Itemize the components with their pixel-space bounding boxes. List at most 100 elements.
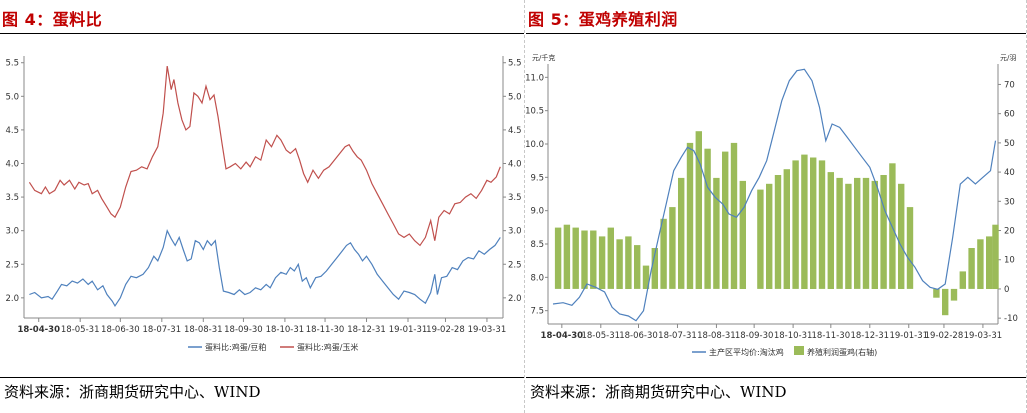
y2-tick-label: -10 <box>1004 314 1018 324</box>
x-tick-label: 18-10-31 <box>266 325 305 335</box>
profit-bar <box>686 142 694 289</box>
profit-bar <box>598 236 606 289</box>
legend-label-1: 蛋料比:鸡蛋/豆粕 <box>205 342 266 352</box>
profit-bar <box>959 271 966 289</box>
egg-feed-ratio-chart: 2.0 2.5 3.0 3.5 4.0 4.5 5.0 5.5 2.0 2.5 3.0 3.5 4.0 4… <box>5 56 522 352</box>
profit-bar <box>968 248 975 289</box>
profit-bar <box>942 288 949 316</box>
profit-bar <box>845 183 852 289</box>
x-tick-label: 18-04-30 <box>541 331 584 341</box>
profit-bar <box>757 189 764 289</box>
profit-bar <box>810 157 817 289</box>
profit-bar <box>642 265 650 289</box>
profit-bar <box>554 227 562 289</box>
profit-bar <box>774 175 782 289</box>
y2-tick-label: 3.5 <box>508 193 522 203</box>
y2-tick-label: 20 <box>1004 227 1015 237</box>
y-tick-label: 10.5 <box>526 107 544 117</box>
left-panel: 图 4：蛋料比 2.0 2.5 3.0 3.5 4.0 4.5 5.0 5.5 2.0 2.5 3.… <box>0 0 525 413</box>
y2-tick-label: 0 <box>1004 285 1009 295</box>
x-tick-label: 18-11-30 <box>812 331 851 341</box>
profit-bar <box>792 160 799 289</box>
x-tick-label: 19-03-31 <box>468 325 507 335</box>
legend-swatch-profit <box>794 346 804 355</box>
legend-label-price: 主产区平均价:淘汰鸡 <box>709 347 784 357</box>
right-unit-label: 元/羽 <box>1000 54 1016 62</box>
profit-bar <box>581 230 588 289</box>
profit-bar <box>616 239 623 289</box>
profit-bar <box>722 151 729 289</box>
y-tick-label: 5.0 <box>5 92 19 102</box>
y-tick-label: 9.5 <box>530 173 544 183</box>
layer-profit-chart: 元/千克 元/羽 7.5 8.0 8.5 9.0 9.5 10.0 10.5 11.0 -10 0 10… <box>526 53 1018 357</box>
x-tick-label: 19-01-31 <box>389 325 428 335</box>
y-tick-label: 8.0 <box>530 273 544 283</box>
profit-bar <box>933 288 940 298</box>
x-tick-label: 19-01-31 <box>889 331 928 341</box>
price-line <box>552 68 997 322</box>
profit-bar <box>880 175 887 289</box>
x-tick-label: 19-02-28 <box>925 331 964 341</box>
source-text: 资料来源：浙商期货研究中心、WIND <box>4 383 261 401</box>
series-line-1 <box>29 228 501 308</box>
profit-bar <box>801 154 808 289</box>
title-rule <box>0 33 524 34</box>
x-tick-label: 18-11-30 <box>306 325 345 335</box>
profit-bar <box>695 131 702 289</box>
x-tick-label: 18-08-31 <box>184 325 223 335</box>
legend-label-profit: 养殖利润蛋鸡(右轴) <box>807 347 877 357</box>
profit-bar <box>854 177 861 289</box>
y2-tick-label: 30 <box>1004 197 1015 207</box>
profit-bar <box>607 227 614 289</box>
profit-bar <box>704 148 711 289</box>
x-tick-label: 18-06-30 <box>101 325 140 335</box>
profit-bar <box>783 169 790 289</box>
x-tick-label: 18-06-30 <box>619 331 658 341</box>
y-tick-label: 8.5 <box>530 240 544 250</box>
profit-bar <box>563 224 571 289</box>
profit-bar <box>977 239 984 289</box>
y2-tick-label: 40 <box>1004 168 1015 178</box>
profit-bar <box>625 236 632 289</box>
x-tick-label: 18-12-31 <box>347 325 386 335</box>
series-line-2 <box>28 65 501 247</box>
figure-title: 图 4：蛋料比 <box>2 10 103 29</box>
y-tick-label: 5.5 <box>5 59 19 69</box>
y-tick-label: 7.5 <box>530 307 544 317</box>
profit-bar <box>739 180 746 289</box>
profit-bar <box>836 177 843 289</box>
profit-bar <box>651 248 658 289</box>
profit-bar <box>634 245 641 289</box>
y2-tick-label: 2.0 <box>508 294 522 304</box>
title-rule <box>526 33 1026 34</box>
profit-bar <box>590 230 597 289</box>
profit-bar <box>827 172 834 289</box>
profit-bar <box>906 207 914 289</box>
profit-bar <box>992 224 999 289</box>
profit-bar <box>572 227 579 289</box>
y-tick-label: 4.0 <box>5 159 19 169</box>
profit-bar <box>950 288 958 301</box>
y-tick-label: 3.0 <box>5 227 19 237</box>
x-tick-label: 18-05-31 <box>581 331 620 341</box>
profit-bar <box>766 183 773 289</box>
profit-bar <box>713 177 720 289</box>
x-tick-label: 18-04-30 <box>17 325 60 335</box>
profit-bar <box>862 177 870 289</box>
y-tick-label: 10.0 <box>526 140 544 150</box>
left-unit-label: 元/千克 <box>532 53 555 62</box>
y2-tick-label: 70 <box>1004 80 1015 90</box>
y2-tick-label: 50 <box>1004 139 1015 149</box>
y2-tick-label: 5.0 <box>508 92 522 102</box>
source-rule <box>526 377 1026 378</box>
x-tick-label: 18-12-31 <box>850 331 889 341</box>
x-tick-label: 18-10-31 <box>774 331 813 341</box>
profit-bar <box>660 218 667 289</box>
profit-bar <box>678 177 685 289</box>
x-tick-label: 18-08-31 <box>697 331 736 341</box>
profit-bar <box>871 180 878 289</box>
y2-tick-label: 3.0 <box>508 227 522 237</box>
y-tick-label: 4.5 <box>5 126 19 136</box>
x-tick-label: 18-07-31 <box>658 331 697 341</box>
x-tick-label: 18-07-31 <box>143 325 182 335</box>
